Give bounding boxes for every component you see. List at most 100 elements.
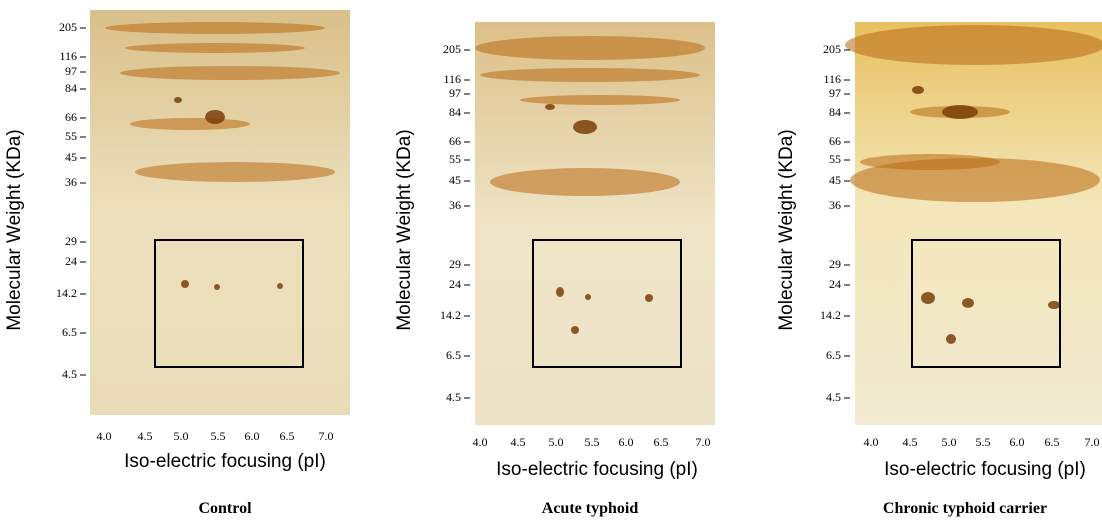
y-tick-label: 116	[823, 72, 841, 86]
y-axis-label: Molecular Weight (KDa)	[4, 129, 25, 330]
y-tick-label: 66	[829, 134, 841, 148]
protein-band	[120, 66, 340, 80]
x-tick-label: 5.0	[942, 435, 957, 449]
panel-caption: Chronic typhoid carrier	[883, 500, 1047, 517]
y-tick-label: 29	[829, 257, 841, 271]
protein-band	[105, 22, 325, 34]
protein-band	[520, 95, 680, 105]
gel-panel	[845, 22, 1102, 425]
gel-panel	[475, 22, 715, 425]
y-tick-label: 29	[65, 234, 77, 248]
x-axis-label: Iso-electric focusing (pI)	[884, 459, 1086, 480]
y-tick-label: 205	[823, 42, 841, 56]
y-tick-label: 6.5	[826, 348, 841, 362]
protein-band	[480, 68, 700, 82]
y-tick-label: 4.5	[826, 390, 841, 404]
region-box	[532, 239, 682, 368]
x-tick-label: 6.5	[280, 429, 295, 443]
protein-band	[125, 43, 305, 53]
y-tick-label: 36	[449, 198, 461, 212]
y-tick-label: 84	[449, 105, 461, 119]
y-tick-label: 55	[829, 152, 841, 166]
x-tick-label: 4.5	[903, 435, 918, 449]
region-box	[154, 239, 304, 368]
y-tick-label: 97	[829, 86, 841, 100]
x-tick-label: 5.0	[549, 435, 564, 449]
protein-spot	[645, 294, 653, 302]
protein-spot	[962, 298, 974, 308]
protein-spot	[545, 104, 555, 110]
protein-band	[130, 118, 250, 130]
protein-spot	[1048, 301, 1060, 309]
protein-band	[475, 36, 705, 60]
x-tick-label: 5.5	[211, 429, 226, 443]
protein-band	[860, 154, 1000, 170]
y-tick-label: 14.2	[56, 286, 77, 300]
y-tick-label: 45	[449, 173, 461, 187]
protein-band	[845, 25, 1102, 65]
protein-band	[490, 168, 680, 196]
protein-spot	[277, 283, 283, 289]
protein-spot	[556, 287, 564, 297]
y-tick-label: 6.5	[62, 325, 77, 339]
x-tick-label: 5.5	[976, 435, 991, 449]
protein-spot	[214, 284, 220, 290]
protein-spot	[205, 110, 225, 124]
x-tick-label: 4.5	[138, 429, 153, 443]
y-tick-label: 14.2	[820, 308, 841, 322]
gel-panel	[90, 10, 350, 415]
x-tick-label: 7.0	[1085, 435, 1100, 449]
x-tick-label: 4.0	[864, 435, 879, 449]
region-box	[911, 239, 1061, 368]
panel-caption: Acute typhoid	[542, 500, 639, 517]
x-tick-label: 6.0	[1010, 435, 1025, 449]
protein-spot	[912, 86, 924, 94]
panel-caption: Control	[198, 500, 252, 517]
y-tick-label: 205	[59, 20, 77, 34]
y-tick-label: 4.5	[446, 390, 461, 404]
y-axis-label: Molecular Weight (KDa)	[776, 129, 797, 330]
protein-spot	[946, 334, 956, 344]
y-tick-label: 55	[65, 129, 77, 143]
x-tick-label: 6.0	[245, 429, 260, 443]
y-tick-label: 66	[65, 110, 77, 124]
x-axis-label: Iso-electric focusing (pI)	[496, 459, 698, 480]
x-tick-label: 4.5	[511, 435, 526, 449]
x-tick-label: 7.0	[319, 429, 334, 443]
x-tick-label: 4.0	[473, 435, 488, 449]
y-axis-label: Molecular Weight (KDa)	[394, 129, 415, 330]
y-tick-label: 6.5	[446, 348, 461, 362]
y-tick-label: 55	[449, 152, 461, 166]
y-tick-label: 97	[65, 64, 77, 78]
y-tick-label: 45	[65, 150, 77, 164]
x-tick-label: 6.0	[619, 435, 634, 449]
gel-image	[475, 22, 715, 425]
protein-spot	[921, 292, 935, 304]
protein-spot	[181, 280, 189, 288]
x-axis-label: Iso-electric focusing (pI)	[124, 451, 326, 472]
protein-spot	[174, 97, 182, 103]
y-tick-label: 24	[65, 254, 77, 268]
protein-spot	[942, 105, 978, 119]
y-tick-label: 205	[443, 42, 461, 56]
protein-band	[135, 162, 335, 182]
gel-image	[855, 22, 1102, 425]
protein-spot	[573, 120, 597, 134]
y-tick-label: 66	[449, 134, 461, 148]
x-tick-label: 7.0	[696, 435, 711, 449]
y-tick-label: 14.2	[440, 308, 461, 322]
x-tick-label: 6.5	[654, 435, 669, 449]
protein-spot	[585, 294, 591, 300]
y-tick-label: 84	[65, 81, 77, 95]
y-tick-label: 45	[829, 173, 841, 187]
y-tick-label: 24	[449, 277, 461, 291]
y-tick-label: 29	[449, 257, 461, 271]
x-tick-label: 5.5	[585, 435, 600, 449]
y-tick-label: 36	[65, 175, 77, 189]
y-tick-label: 36	[829, 198, 841, 212]
y-tick-label: 84	[829, 105, 841, 119]
y-tick-label: 116	[443, 72, 461, 86]
x-tick-label: 4.0	[97, 429, 112, 443]
y-tick-label: 116	[59, 49, 77, 63]
